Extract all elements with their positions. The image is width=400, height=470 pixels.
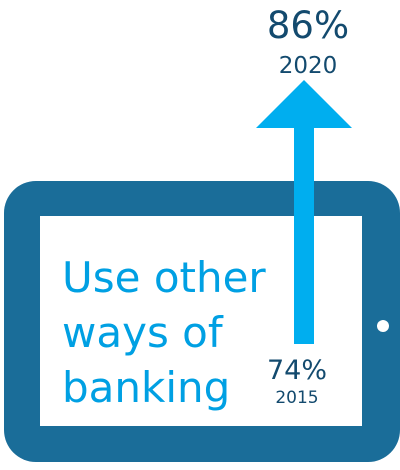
headline-line-3: banking [62, 363, 231, 412]
headline-line-2: ways of [62, 308, 223, 357]
year-label-2015: 2015 [275, 388, 319, 408]
headline-text: Use other ways of banking [62, 250, 266, 415]
trend-arrow [256, 80, 352, 344]
value-label-2020: 86% [266, 4, 350, 47]
year-label-2020: 2020 [278, 53, 338, 79]
value-label-2015: 74% [266, 355, 327, 386]
tablet-home-button [377, 320, 389, 332]
headline-line-1: Use other [62, 253, 266, 302]
